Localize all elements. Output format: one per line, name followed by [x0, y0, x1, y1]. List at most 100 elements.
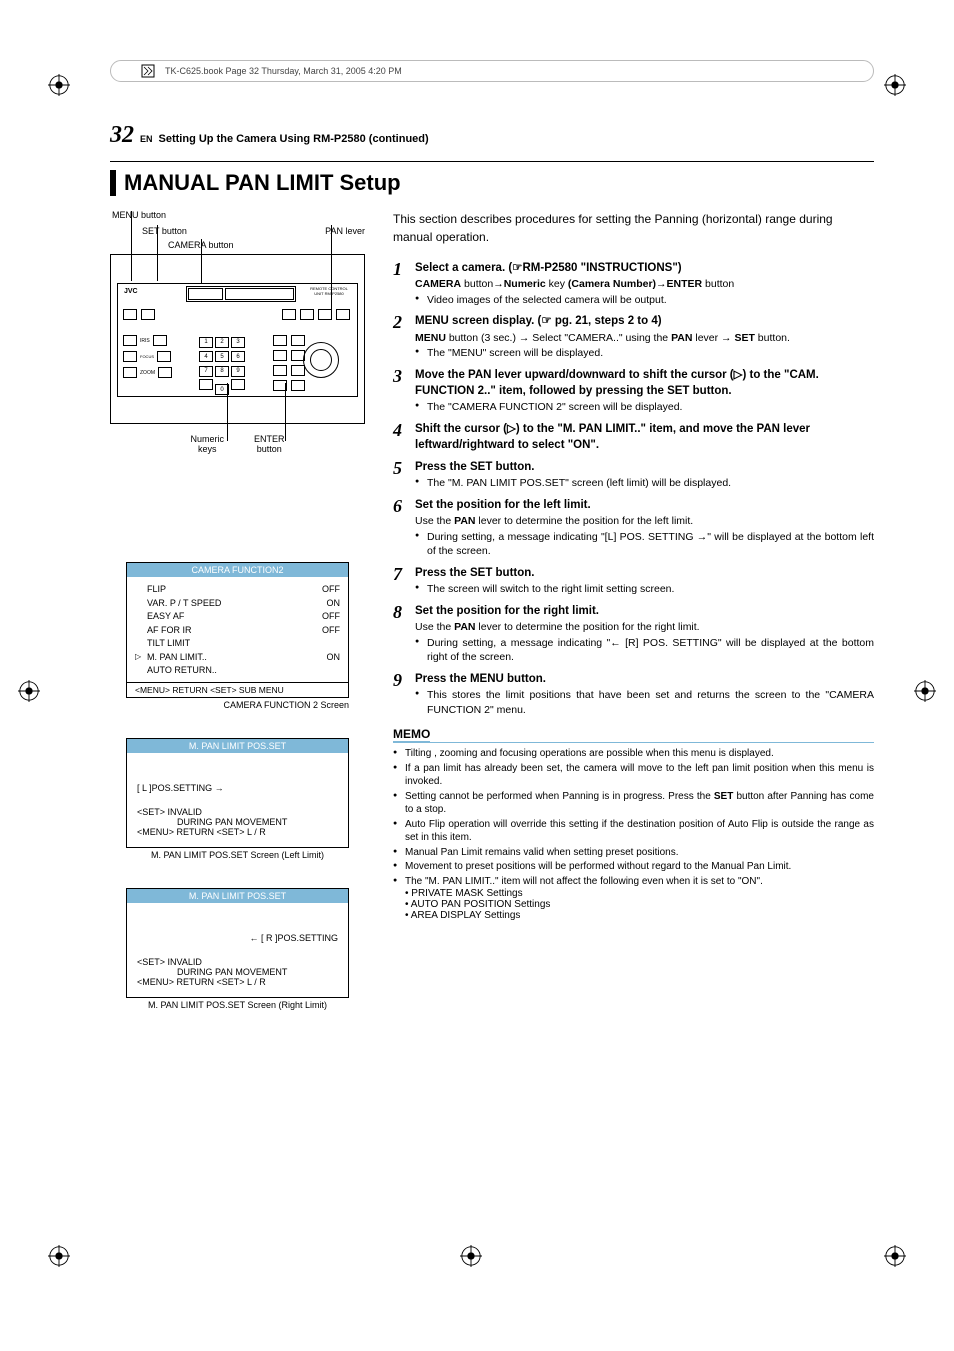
lang-code: EN [140, 134, 153, 144]
step-heading: Shift the cursor (▷) to the "M. PAN LIMI… [415, 421, 874, 453]
right-column: This section describes procedures for se… [393, 210, 874, 1010]
memo-sub-bullet: AREA DISPLAY Settings [405, 910, 874, 921]
step-number: 1 [393, 260, 409, 307]
intro-text: This section describes procedures for se… [393, 210, 874, 246]
pos-right-body2c: <MENU> RETURN <SET> L / R [137, 977, 338, 987]
step: 8Set the position for the right limit.Us… [393, 603, 874, 665]
step-body: Press the SET button.The screen will swi… [415, 565, 874, 597]
menu-row: FLIPOFF [135, 583, 340, 597]
step-bullet: During setting, a message indicating "← … [415, 636, 874, 665]
menu-caption: CAMERA FUNCTION 2 Screen [110, 700, 349, 710]
joystick-icon [303, 342, 339, 378]
pos-right-body1: ← [ R ]POS.SETTING [137, 933, 338, 943]
step-number: 3 [393, 367, 409, 415]
step: 3Move the PAN lever upward/downward to s… [393, 367, 874, 415]
memo-bullet: Auto Flip operation will override this s… [393, 818, 874, 845]
step-body: Press the SET button.The "M. PAN LIMIT P… [415, 459, 874, 491]
step-heading: MENU screen display. (☞ pg. 21, steps 2 … [415, 313, 874, 329]
step-sub: Use the PAN lever to determine the posit… [415, 620, 874, 635]
step-heading: Move the PAN lever upward/downward to sh… [415, 367, 874, 399]
jvc-logo: JVC [124, 288, 138, 295]
pos-right-body2b: DURING PAN MOVEMENT [137, 967, 338, 977]
pos-left-body2b: DURING PAN MOVEMENT [137, 817, 338, 827]
header-rule [110, 161, 874, 162]
pos-left-body1: [ L ]POS.SETTING → [137, 783, 338, 793]
step-bullet: The "CAMERA FUNCTION 2" screen will be d… [415, 400, 874, 415]
cropmark-icon [884, 74, 906, 96]
step-bullet: The "M. PAN LIMIT POS.SET" screen (left … [415, 476, 874, 491]
book-icon [141, 64, 155, 78]
step-sub: MENU button (3 sec.) → Select "CAMERA.."… [415, 331, 874, 346]
step-body: Set the position for the left limit.Use … [415, 497, 874, 559]
step-number: 6 [393, 497, 409, 559]
book-header: TK-C625.book Page 32 Thursday, March 31,… [110, 60, 874, 82]
cropmark-icon [884, 1245, 906, 1267]
pos-right-title: M. PAN LIMIT POS.SET [127, 889, 348, 903]
pos-left-title: M. PAN LIMIT POS.SET [127, 739, 348, 753]
step-number: 4 [393, 421, 409, 453]
memo-heading: MEMO [393, 727, 874, 743]
page-title: MANUAL PAN LIMIT Setup [124, 170, 874, 196]
cropmark-icon [48, 1245, 70, 1267]
step: 4Shift the cursor (▷) to the "M. PAN LIM… [393, 421, 874, 453]
step: 2 MENU screen display. (☞ pg. 21, steps 2… [393, 313, 874, 360]
cropmark-icon [48, 74, 70, 96]
step-body: Move the PAN lever upward/downward to sh… [415, 367, 874, 415]
step-body: Shift the cursor (▷) to the "M. PAN LIMI… [415, 421, 874, 453]
step-number: 9 [393, 671, 409, 717]
memo-sub-bullet: AUTO PAN POSITION Settings [405, 899, 874, 910]
step: 9Press the MENU button.This stores the l… [393, 671, 874, 717]
step-number: 8 [393, 603, 409, 665]
step-number: 5 [393, 459, 409, 491]
memo-sub-bullet: PRIVATE MASK Settings [405, 888, 874, 899]
cropmark-icon [914, 680, 936, 702]
step-heading: Select a camera. (☞RM-P2580 "INSTRUCTION… [415, 260, 874, 276]
menu-row: EASY AFOFF [135, 610, 340, 624]
menu-row: VAR. P / T SPEEDON [135, 597, 340, 611]
menu-row: M. PAN LIMIT..ON [135, 651, 340, 665]
book-header-text: TK-C625.book Page 32 Thursday, March 31,… [165, 66, 402, 76]
page: TK-C625.book Page 32 Thursday, March 31,… [0, 0, 954, 1050]
steps-list: 1 Select a camera. (☞RM-P2580 "INSTRUCTIO… [393, 260, 874, 717]
step: 5Press the SET button.The "M. PAN LIMIT … [393, 459, 874, 491]
pos-right-caption: M. PAN LIMIT POS.SET Screen (Right Limit… [110, 1000, 365, 1010]
label-set-button: SET button [142, 226, 187, 236]
pos-left-body2c: <MENU> RETURN <SET> L / R [137, 827, 338, 837]
memo-bullet: The "M. PAN LIMIT.." item will not affec… [393, 875, 874, 889]
memo-bullet: Movement to preset positions will be per… [393, 860, 874, 874]
cropmark-icon [18, 680, 40, 702]
step: 7Press the SET button.The screen will sw… [393, 565, 874, 597]
step-number: 2 [393, 313, 409, 360]
title-bar: MANUAL PAN LIMIT Setup [110, 170, 874, 196]
camera-function2-screen: CAMERA FUNCTION2 FLIPOFFVAR. P / T SPEED… [126, 562, 349, 698]
menu-title: CAMERA FUNCTION2 [127, 563, 348, 577]
step-heading: Press the SET button. [415, 459, 874, 475]
step-bullet: Video images of the selected camera will… [415, 293, 874, 308]
memo-bullet: Tilting , zooming and focusing operation… [393, 747, 874, 761]
label-numeric-keys: Numeric keys [190, 434, 224, 454]
step-body: MENU screen display. (☞ pg. 21, steps 2 … [415, 313, 874, 360]
label-enter-button: ENTER button [254, 434, 285, 454]
step-sub: CAMERA button→Numeric key (Camera Number… [415, 277, 874, 292]
pan-limit-left-screen: M. PAN LIMIT POS.SET [ L ]POS.SETTING → … [126, 738, 349, 848]
left-column: MENU button SET button PAN lever CAMERA … [110, 210, 365, 1010]
menu-row: AF FOR IROFF [135, 624, 340, 638]
step-heading: Set the position for the left limit. [415, 497, 874, 513]
menu-rows: FLIPOFFVAR. P / T SPEEDONEASY AFOFFAF FO… [135, 583, 340, 678]
memo-bullet: Manual Pan Limit remains valid when sett… [393, 846, 874, 860]
memo-bullet: Setting cannot be performed when Panning… [393, 790, 874, 817]
label-menu-button: MENU button [112, 210, 166, 220]
page-number: 32 [110, 122, 134, 149]
step-bullet: During setting, a message indicating "[L… [415, 530, 874, 559]
step-heading: Set the position for the right limit. [415, 603, 874, 619]
step: 1 Select a camera. (☞RM-P2580 "INSTRUCTIO… [393, 260, 874, 307]
step: 6Set the position for the left limit.Use… [393, 497, 874, 559]
menu-row: AUTO RETURN.. [135, 664, 340, 678]
step-body: Set the position for the right limit.Use… [415, 603, 874, 665]
cropmark-icon [460, 1245, 482, 1267]
pos-right-body2a: <SET> INVALID [137, 957, 338, 967]
pos-left-caption: M. PAN LIMIT POS.SET Screen (Left Limit) [110, 850, 365, 860]
step-bullet: This stores the limit positions that hav… [415, 688, 874, 717]
step-body: Select a camera. (☞RM-P2580 "INSTRUCTION… [415, 260, 874, 307]
step-bullet: The screen will switch to the right limi… [415, 582, 874, 597]
